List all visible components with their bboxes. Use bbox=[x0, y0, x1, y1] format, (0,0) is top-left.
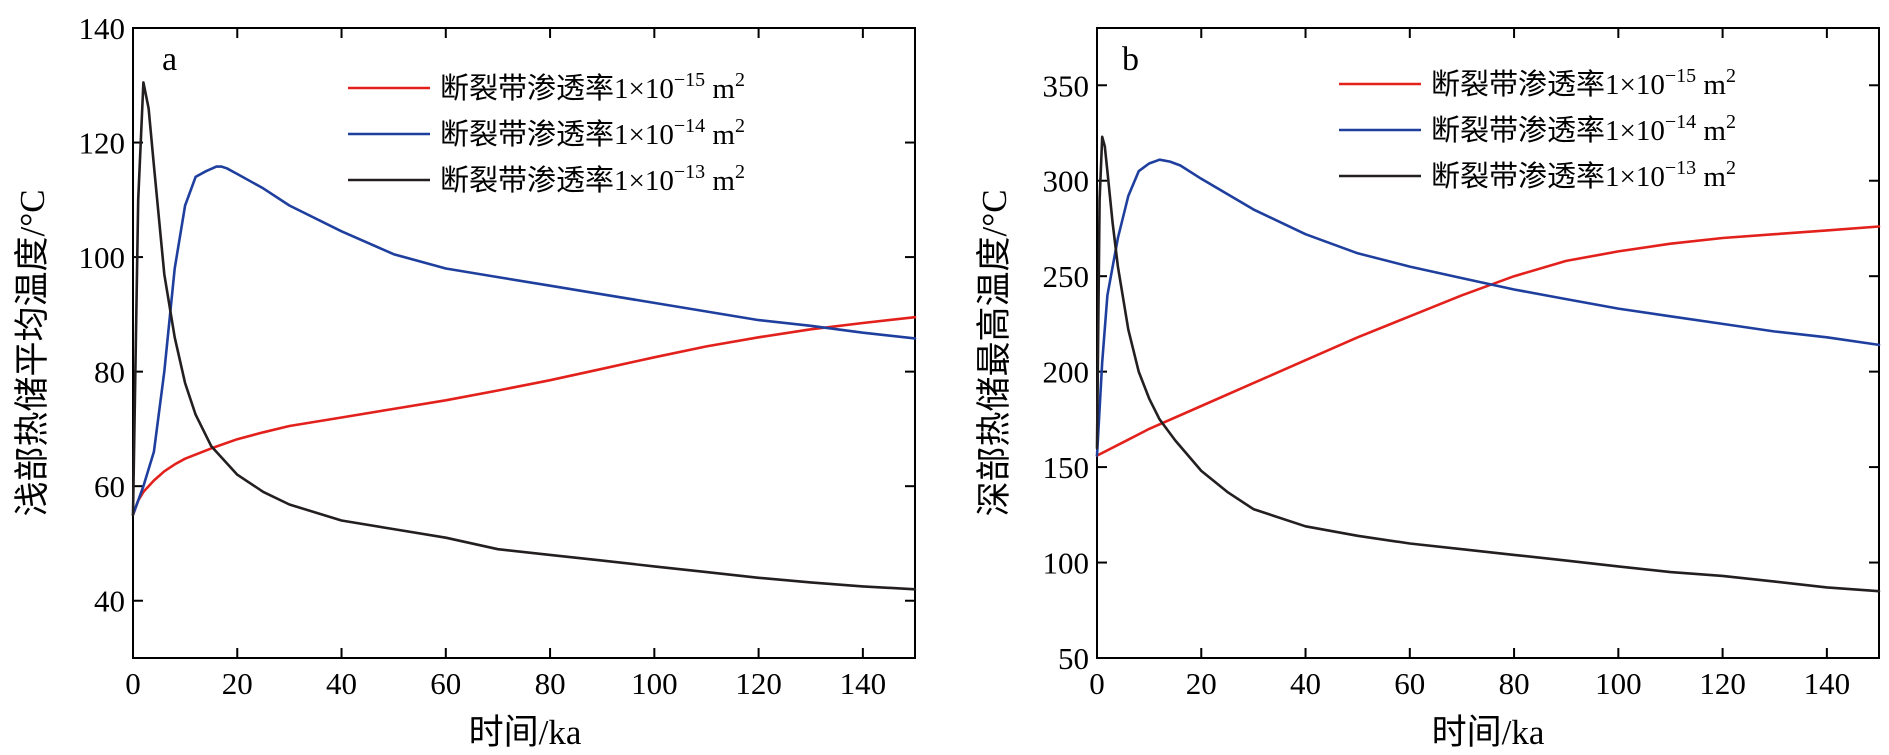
chart-a-x-tick-label: 100 bbox=[631, 666, 678, 701]
chart-b-legend: 断裂带渗透率1×10−15 m2 断裂带渗透率1×10−14 m2 断裂带渗透率1×… bbox=[1339, 65, 1736, 193]
chart-b-y-tick-label: 250 bbox=[1043, 259, 1090, 294]
chart-a-plot-frame bbox=[132, 27, 916, 659]
chart-b-x-tick-label: 20 bbox=[1186, 666, 1217, 701]
chart-b-x-tick-label: 60 bbox=[1394, 666, 1425, 701]
chart-b-y-tick-label: 100 bbox=[1043, 546, 1090, 581]
chart-panel-b: 0 20 40 60 80 100 120 140 50 100 150 200 250 300 350 b… bbox=[975, 27, 1881, 752]
chart-b-series-group bbox=[1095, 135, 1881, 593]
chart-b-x-tick-label: 80 bbox=[1499, 666, 1530, 701]
chart-a-y-tick-label: 80 bbox=[94, 355, 125, 390]
chart-a-y-tick-label: 100 bbox=[79, 240, 126, 275]
chart-b-x-tick-label: 40 bbox=[1290, 666, 1321, 701]
chart-a-axes: 0 20 40 60 80 100 120 140 40 60 80 100 120 140 bbox=[79, 11, 916, 701]
chart-panel-a: 0 20 40 60 80 100 120 140 40 60 80 100 120 140 a 时间/k… bbox=[13, 11, 917, 752]
chart-b-series-1e-13-line bbox=[1095, 135, 1881, 593]
chart-a-x-tick-label: 80 bbox=[535, 666, 566, 701]
chart-a-y-tick-label: 60 bbox=[94, 469, 125, 504]
chart-b-x-tick-label: 0 bbox=[1089, 666, 1105, 701]
chart-a-legend: 断裂带渗透率1×10−15 m2 断裂带渗透率1×10−14 m2 断裂带渗透率1×… bbox=[348, 69, 745, 197]
chart-b-legend-label: 断裂带渗透率1×10−13 m2 bbox=[1431, 157, 1736, 193]
chart-b-x-tick-label: 140 bbox=[1804, 666, 1851, 701]
chart-b-y-tick-label: 300 bbox=[1043, 164, 1090, 199]
chart-b-y-tick-label: 150 bbox=[1043, 450, 1090, 485]
chart-a-x-tick-label: 0 bbox=[125, 666, 141, 701]
chart-a-x-axis-title: 时间/ka bbox=[469, 713, 582, 752]
chart-b-x-tick-label: 120 bbox=[1699, 666, 1746, 701]
chart-b-x-tick-label: 100 bbox=[1595, 666, 1642, 701]
chart-b-panel-label: b bbox=[1122, 41, 1139, 78]
chart-b-legend-label: 断裂带渗透率1×10−15 m2 bbox=[1431, 65, 1736, 101]
chart-b-axes: 0 20 40 60 80 100 120 140 50 100 150 200 250 300 350 bbox=[1043, 27, 1880, 701]
chart-a-series-group bbox=[131, 81, 917, 591]
chart-b-legend-label: 断裂带渗透率1×10−14 m2 bbox=[1431, 111, 1736, 147]
chart-b-y-tick-label: 350 bbox=[1043, 68, 1090, 103]
chart-b-series-1e-15-line bbox=[1095, 225, 1881, 457]
chart-a-y-tick-label: 40 bbox=[94, 584, 125, 619]
chart-a-y-tick-label: 120 bbox=[79, 126, 126, 161]
chart-b-y-tick-label: 200 bbox=[1043, 355, 1090, 390]
chart-a-series-1e-14-line bbox=[131, 165, 917, 517]
chart-b-y-tick-label: 50 bbox=[1058, 641, 1089, 676]
chart-a-legend-label: 断裂带渗透率1×10−14 m2 bbox=[440, 115, 745, 151]
chart-a-x-tick-label: 120 bbox=[735, 666, 782, 701]
chart-a-x-tick-label: 20 bbox=[222, 666, 253, 701]
chart-a-y-axis-title: 浅部热储平均温度/°C bbox=[13, 189, 52, 516]
chart-a-legend-label: 断裂带渗透率1×10−13 m2 bbox=[440, 161, 745, 197]
chart-a-panel-label: a bbox=[162, 41, 177, 78]
chart-a-y-tick-label: 140 bbox=[79, 11, 126, 46]
chart-a-x-tick-label: 60 bbox=[430, 666, 461, 701]
chart-b-y-axis-title: 深部热储最高温度/°C bbox=[975, 189, 1014, 516]
chart-a-legend-label: 断裂带渗透率1×10−15 m2 bbox=[440, 69, 745, 105]
chart-a-x-tick-label: 140 bbox=[840, 666, 887, 701]
chart-a-x-tick-label: 40 bbox=[326, 666, 357, 701]
chart-b-series-1e-14-line bbox=[1095, 158, 1881, 457]
chart-b-x-axis-title: 时间/ka bbox=[1432, 713, 1545, 752]
chart-a-series-1e-15-line bbox=[131, 315, 917, 517]
chart-a-series-1e-13-line bbox=[131, 81, 917, 591]
